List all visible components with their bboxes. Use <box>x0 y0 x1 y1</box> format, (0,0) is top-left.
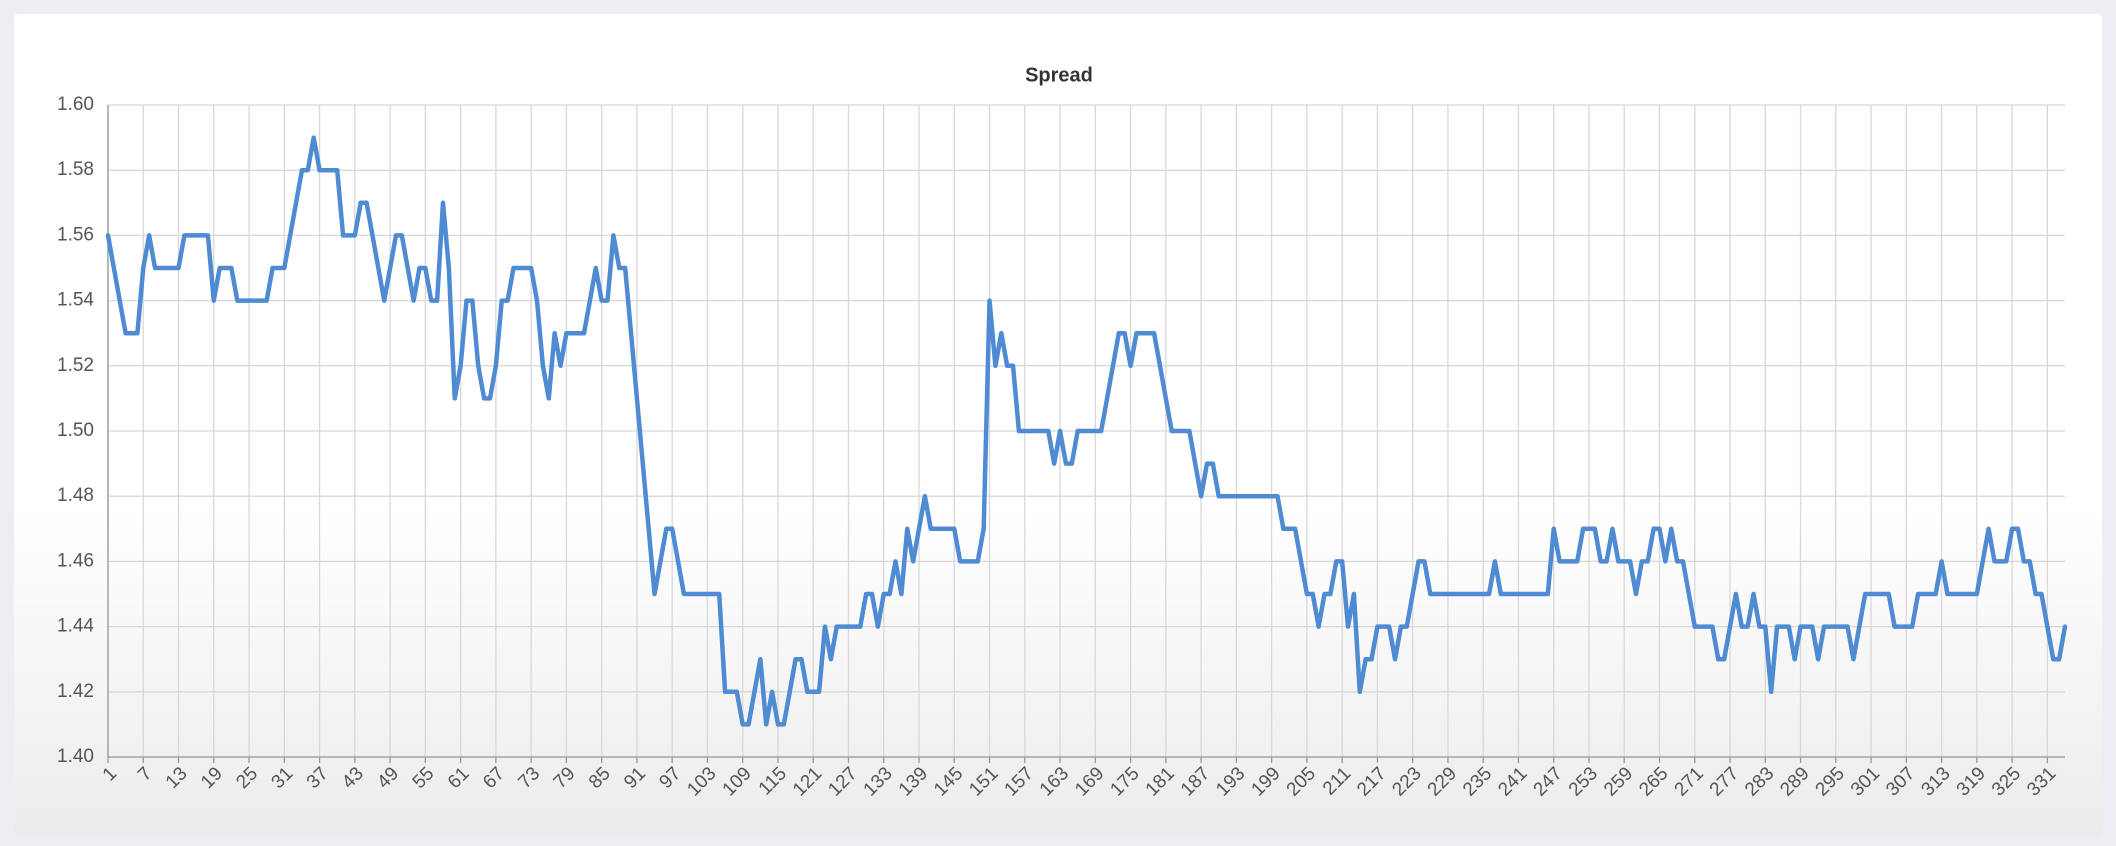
x-tick-label: 163 <box>1036 763 1073 800</box>
x-tick-label: 283 <box>1741 763 1778 800</box>
x-tick-label: 55 <box>409 763 439 793</box>
x-tick-label: 325 <box>1988 763 2025 800</box>
x-tick-label: 109 <box>719 763 756 800</box>
x-tick-label: 19 <box>197 763 227 793</box>
x-tick-label: 1 <box>99 763 121 785</box>
x-tick-label: 25 <box>232 763 262 793</box>
x-tick-label: 151 <box>965 763 1002 800</box>
x-tick-label: 67 <box>479 763 509 793</box>
y-tick-label: 1.60 <box>57 94 94 115</box>
y-tick-label: 1.46 <box>57 550 94 571</box>
x-tick-label: 331 <box>2023 763 2060 800</box>
x-tick-label: 223 <box>1388 763 1425 800</box>
x-tick-label: 301 <box>1847 763 1884 800</box>
x-tick-label: 229 <box>1424 763 1461 800</box>
x-tick-label: 79 <box>550 763 580 793</box>
x-tick-label: 73 <box>514 763 544 793</box>
x-tick-label: 43 <box>338 763 368 793</box>
chart-card <box>14 14 2102 836</box>
x-tick-label: 169 <box>1071 763 1108 800</box>
x-tick-label: 145 <box>930 763 967 800</box>
x-tick-label: 97 <box>655 763 685 793</box>
x-tick-label: 61 <box>444 763 474 793</box>
x-tick-label: 85 <box>585 763 615 793</box>
y-tick-label: 1.42 <box>57 681 94 702</box>
y-tick-label: 1.58 <box>57 159 94 180</box>
line-series <box>105 135 2068 727</box>
x-tick-label: 289 <box>1776 763 1813 800</box>
x-tick-label: 211 <box>1319 763 1355 799</box>
x-tick-label: 103 <box>683 763 720 800</box>
x-tick-label: 259 <box>1600 763 1637 800</box>
x-tick-label: 127 <box>824 763 861 800</box>
y-tick-label: 1.48 <box>57 485 94 506</box>
x-tick-label: 49 <box>373 763 403 793</box>
x-tick-label: 271 <box>1671 763 1708 800</box>
x-tick-label: 295 <box>1812 763 1849 800</box>
x-tick-label: 247 <box>1530 763 1567 800</box>
x-tick-label: 115 <box>755 763 791 799</box>
x-tick-label: 13 <box>162 763 192 793</box>
x-tick-label: 235 <box>1459 763 1496 800</box>
x-tick-label: 121 <box>789 763 826 800</box>
x-tick-label: 193 <box>1212 763 1249 800</box>
x-tick-label: 205 <box>1283 763 1320 800</box>
x-tick-label: 307 <box>1882 763 1919 800</box>
y-tick-label: 1.52 <box>57 355 94 376</box>
x-tick-label: 157 <box>1001 763 1038 800</box>
x-tick-label: 139 <box>895 763 932 800</box>
x-tick-label: 241 <box>1494 763 1531 800</box>
x-tick-label: 133 <box>860 763 897 800</box>
x-tick-label: 37 <box>303 763 333 793</box>
x-tick-label: 313 <box>1917 763 1954 800</box>
x-tick-label: 31 <box>268 763 298 793</box>
y-tick-label: 1.56 <box>57 224 94 245</box>
x-tick-label: 91 <box>620 763 650 793</box>
x-tick-label: 7 <box>134 763 156 785</box>
y-tick-label: 1.50 <box>57 420 94 441</box>
x-tick-label: 265 <box>1635 763 1672 800</box>
y-tick-label: 1.44 <box>57 616 94 637</box>
x-tick-label: 217 <box>1353 763 1390 800</box>
chart-title: Spread <box>1025 64 1093 86</box>
y-tick-label: 1.54 <box>57 290 94 311</box>
y-tick-label: 1.40 <box>57 746 94 767</box>
x-tick-label: 187 <box>1177 763 1214 800</box>
x-tick-label: 181 <box>1142 763 1179 800</box>
x-tick-label: 319 <box>1953 763 1990 800</box>
x-tick-label: 253 <box>1565 763 1602 800</box>
x-tick-label: 199 <box>1247 763 1284 800</box>
x-tick-label: 175 <box>1106 763 1143 800</box>
x-tick-label: 277 <box>1706 763 1743 800</box>
